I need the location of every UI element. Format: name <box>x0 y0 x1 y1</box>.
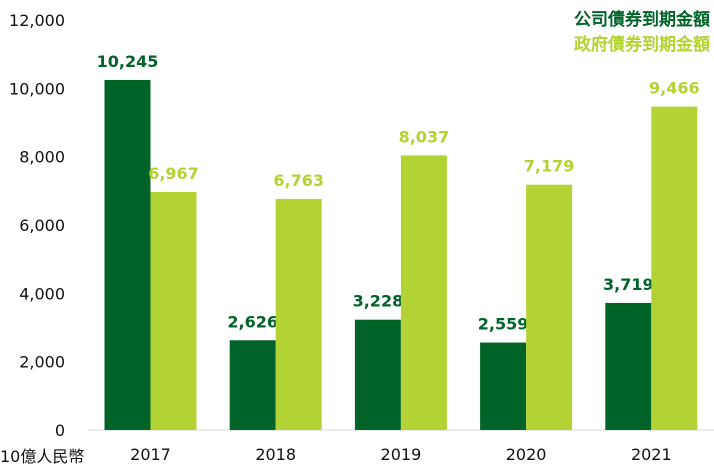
bar-government-2020 <box>526 184 573 430</box>
bar-corporate-2018 <box>229 340 276 430</box>
data-label: 9,466 <box>649 79 700 98</box>
legend-item-corporate: 公司債券到期金額 <box>574 9 710 30</box>
y-tick-label: 0 <box>55 421 65 440</box>
unit-label: 10億人民幣 <box>0 447 84 466</box>
legend: 公司債券到期金額 政府債券到期金額 <box>574 9 710 55</box>
x-tick-label: 2021 <box>631 445 672 464</box>
x-tick-label: 2020 <box>506 445 547 464</box>
bar-corporate-2020 <box>480 342 527 430</box>
bar-government-2018 <box>275 198 322 430</box>
data-label: 8,037 <box>399 127 450 146</box>
y-tick-label: 4,000 <box>19 284 65 303</box>
y-tick-label: 6,000 <box>19 216 65 235</box>
bar-government-2021 <box>651 106 698 430</box>
data-label: 7,179 <box>524 157 575 176</box>
bars: 10,245 6,967 2,626 6,763 3,228 8,037 2,559 7,17… <box>97 52 700 431</box>
bar-corporate-2019 <box>354 319 401 430</box>
x-tick-label: 2017 <box>130 445 171 464</box>
data-label: 2,626 <box>227 312 278 331</box>
x-tick-label: 2018 <box>255 445 296 464</box>
bar-corporate-2017 <box>104 79 151 431</box>
bar-government-2019 <box>400 155 447 430</box>
legend-item-government: 政府債券到期金額 <box>574 34 710 55</box>
bar-corporate-2021 <box>605 302 652 430</box>
x-axis: 2017 2018 2019 2020 2021 <box>130 445 672 464</box>
y-tick-label: 12,000 <box>9 11 65 30</box>
data-label: 3,719 <box>603 275 654 294</box>
data-label: 6,967 <box>148 164 199 183</box>
data-label: 10,245 <box>97 52 159 71</box>
y-tick-label: 10,000 <box>9 79 65 98</box>
y-tick-label: 8,000 <box>19 148 65 167</box>
data-label: 6,763 <box>273 171 324 190</box>
data-label: 3,228 <box>353 292 404 311</box>
data-label: 2,559 <box>478 315 529 334</box>
x-tick-label: 2019 <box>381 445 422 464</box>
y-axis: 0 2,000 4,000 6,000 8,000 10,000 12,000 <box>9 11 65 440</box>
bar-government-2017 <box>150 191 197 430</box>
y-tick-label: 2,000 <box>19 353 65 372</box>
